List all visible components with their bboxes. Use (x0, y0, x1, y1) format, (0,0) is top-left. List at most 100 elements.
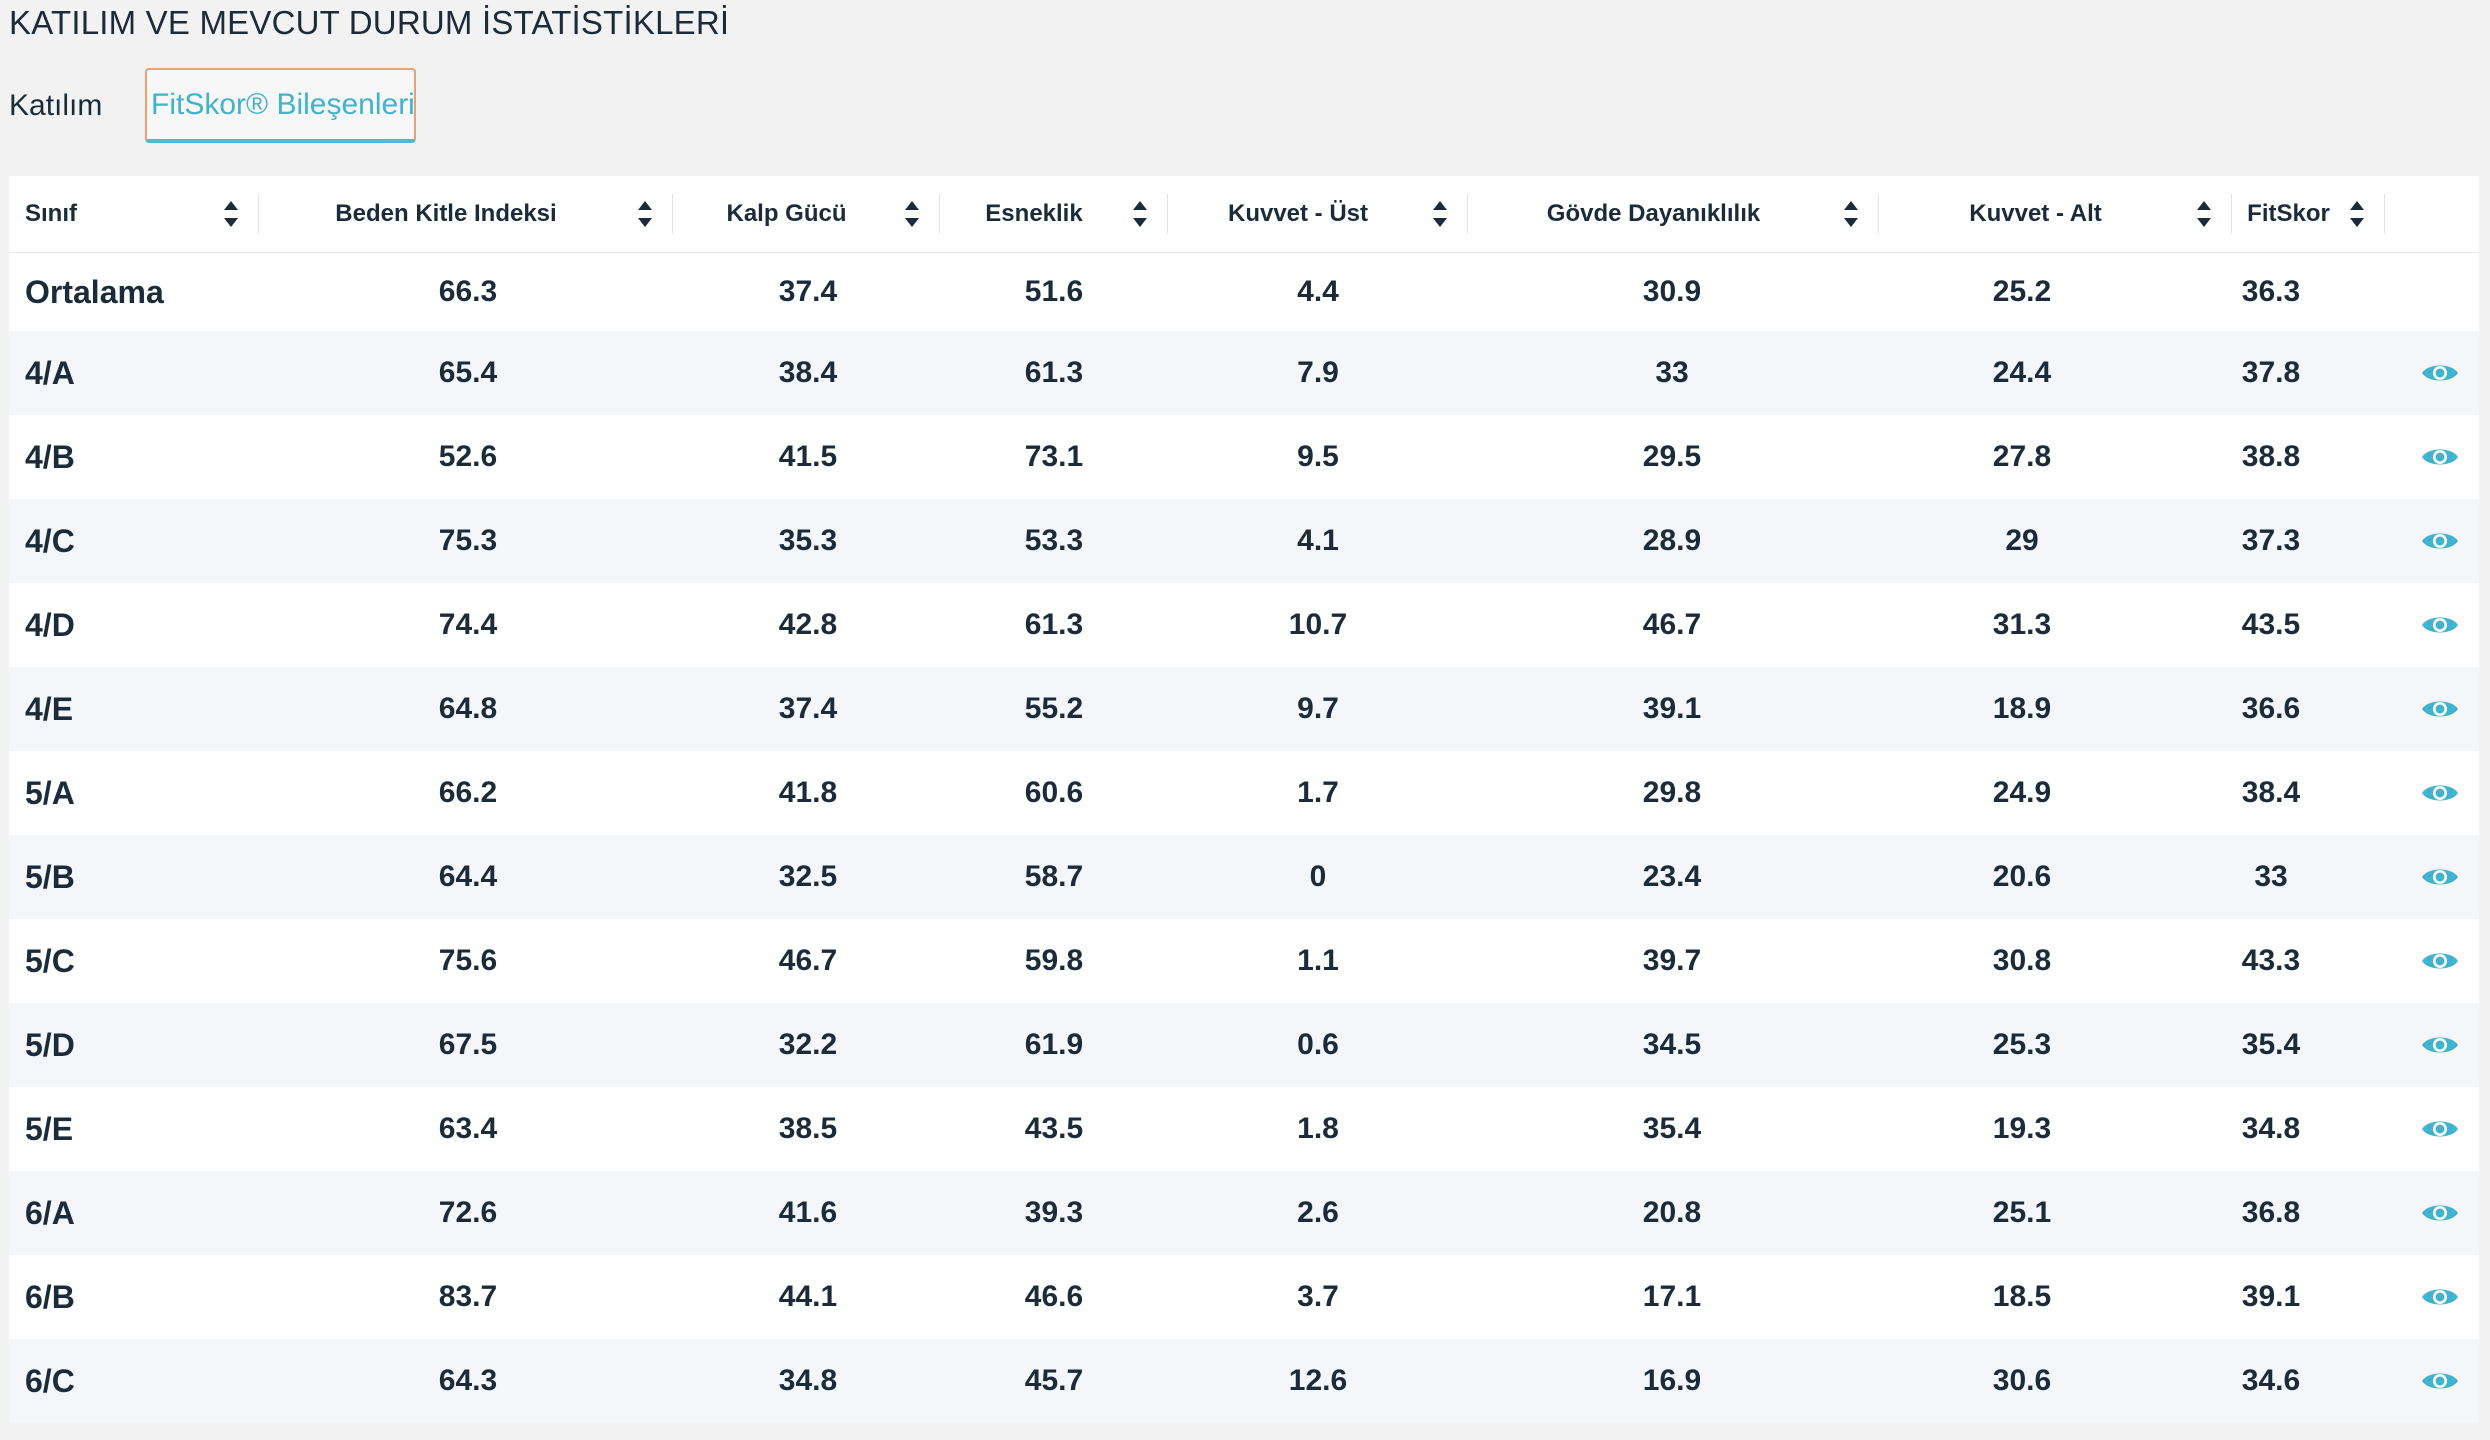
cell-bmi: 66.3 (438, 275, 498, 308)
cell-kalp-gucu: 37.4 (778, 692, 838, 725)
eye-icon (2422, 953, 2458, 969)
class-name-cell: 6/B (25, 1278, 75, 1315)
table-row: 5/E 63.4 38.5 43.5 1.8 35.4 19.3 34.8 (9, 1087, 2479, 1171)
column-header-esneklik[interactable]: Esneklik (940, 176, 1168, 252)
table-row: 6/C 64.3 34.8 45.7 12.6 16.9 30.6 34.6 (9, 1339, 2479, 1423)
cell-fitskor: 38.8 (2241, 440, 2301, 473)
class-name-cell: 4/E (25, 690, 74, 727)
sort-updown-icon[interactable] (2196, 198, 2212, 230)
cell-fitskor: 37.8 (2241, 356, 2301, 389)
column-header-sinif[interactable]: Sınıf (9, 176, 259, 252)
cell-esneklik: 39.3 (1024, 1196, 1084, 1229)
view-details-button[interactable] (2395, 331, 2485, 415)
cell-fitskor: 33 (2254, 860, 2288, 893)
cell-fitskor: 37.3 (2241, 524, 2301, 557)
view-details-button[interactable] (2395, 415, 2485, 499)
column-header-label: Beden Kitle Indeksi (335, 200, 557, 227)
view-details-button[interactable] (2395, 1171, 2485, 1255)
sort-updown-icon[interactable] (223, 198, 239, 230)
cell-kuvvet-alt: 20.6 (1992, 860, 2052, 893)
column-header-kalp-gucu[interactable]: Kalp Gücü (673, 176, 940, 252)
cell-bmi: 64.3 (438, 1364, 498, 1397)
cell-bmi: 74.4 (438, 608, 498, 641)
column-header-kuvvet-ust[interactable]: Kuvvet - Üst (1168, 176, 1468, 252)
cell-fitskor: 36.8 (2241, 1196, 2301, 1229)
view-details-button[interactable] (2395, 835, 2485, 919)
cell-esneklik: 53.3 (1024, 524, 1084, 557)
tab-katilim[interactable]: Katılım (9, 88, 103, 122)
eye-icon (2422, 533, 2458, 549)
cell-govde-dayaniklilik: 23.4 (1642, 860, 1702, 893)
cell-esneklik: 60.6 (1024, 776, 1084, 809)
cell-kuvvet-alt: 27.8 (1992, 440, 2052, 473)
cell-kalp-gucu: 42.8 (778, 608, 838, 641)
cell-kuvvet-alt: 18.9 (1992, 692, 2052, 725)
cell-kuvvet-ust: 4.4 (1297, 275, 1339, 308)
cell-bmi: 67.5 (438, 1028, 498, 1061)
cell-kuvvet-alt: 31.3 (1992, 608, 2052, 641)
view-details-button[interactable] (2395, 667, 2485, 751)
column-header-govde-dayaniklilik[interactable]: Gövde Dayanıklılık (1468, 176, 1879, 252)
cell-kalp-gucu: 38.4 (778, 356, 838, 389)
cell-kuvvet-ust: 7.9 (1297, 356, 1339, 389)
sort-updown-icon[interactable] (1132, 198, 1148, 230)
column-header-label: Gövde Dayanıklılık (1546, 200, 1761, 227)
eye-icon (2422, 1205, 2458, 1221)
cell-kalp-gucu: 41.8 (778, 776, 838, 809)
class-name-cell: 5/D (25, 1026, 75, 1063)
view-details-button[interactable] (2395, 499, 2485, 583)
cell-esneklik: 46.6 (1024, 1280, 1084, 1313)
cell-kuvvet-ust: 1.1 (1297, 944, 1339, 977)
cell-govde-dayaniklilik: 28.9 (1642, 524, 1702, 557)
cell-kuvvet-ust: 0.6 (1297, 1028, 1339, 1061)
sort-updown-icon[interactable] (637, 198, 653, 230)
cell-kuvvet-ust: 1.7 (1297, 776, 1339, 809)
table-row: 4/E 64.8 37.4 55.2 9.7 39.1 18.9 36.6 (9, 667, 2479, 751)
column-header-label: Kalp Gücü (726, 200, 847, 227)
cell-govde-dayaniklilik: 39.7 (1642, 944, 1702, 977)
view-details-button[interactable] (2395, 1003, 2485, 1087)
cell-esneklik: 45.7 (1024, 1364, 1084, 1397)
sort-updown-icon[interactable] (1843, 198, 1859, 230)
cell-govde-dayaniklilik: 17.1 (1642, 1280, 1702, 1313)
view-details-button[interactable] (2395, 751, 2485, 835)
view-details-button[interactable] (2395, 1339, 2485, 1423)
cell-bmi: 72.6 (438, 1196, 498, 1229)
tab-fitskor-components[interactable]: FitSkor® Bileşenleri (145, 68, 416, 143)
cell-kuvvet-alt: 29 (2005, 524, 2039, 557)
table-row: 5/B 64.4 32.5 58.7 0 23.4 20.6 33 (9, 835, 2479, 919)
class-name-cell: 5/E (25, 1110, 74, 1147)
class-name-cell: 4/B (25, 438, 75, 475)
eye-icon (2422, 449, 2458, 465)
table-row: 4/A 65.4 38.4 61.3 7.9 33 24.4 37.8 (9, 331, 2479, 415)
table-row: 4/D 74.4 42.8 61.3 10.7 46.7 31.3 43.5 (9, 583, 2479, 667)
column-header-kuvvet-alt[interactable]: Kuvvet - Alt (1879, 176, 2232, 252)
cell-esneklik: 73.1 (1024, 440, 1084, 473)
average-label: Ortalama (25, 273, 164, 310)
view-details-button[interactable] (2395, 919, 2485, 1003)
cell-esneklik: 61.9 (1024, 1028, 1084, 1061)
sort-updown-icon[interactable] (2349, 198, 2365, 230)
cell-esneklik: 51.6 (1024, 275, 1084, 308)
sort-updown-icon[interactable] (1432, 198, 1448, 230)
cell-kalp-gucu: 32.2 (778, 1028, 838, 1061)
table-row: 6/A 72.6 41.6 39.3 2.6 20.8 25.1 36.8 (9, 1171, 2479, 1255)
view-details-button[interactable] (2395, 1255, 2485, 1339)
cell-fitskor: 35.4 (2241, 1028, 2301, 1061)
cell-govde-dayaniklilik: 39.1 (1642, 692, 1702, 725)
sort-updown-icon[interactable] (904, 198, 920, 230)
cell-govde-dayaniklilik: 20.8 (1642, 1196, 1702, 1229)
view-details-button[interactable] (2395, 1087, 2485, 1171)
cell-kuvvet-ust: 0 (1309, 860, 1327, 893)
cell-kuvvet-alt: 30.6 (1992, 1364, 2052, 1397)
cell-govde-dayaniklilik: 33 (1655, 356, 1689, 389)
cell-kuvvet-ust: 3.7 (1297, 1280, 1339, 1313)
cell-govde-dayaniklilik: 29.5 (1642, 440, 1702, 473)
column-header-bmi[interactable]: Beden Kitle Indeksi (259, 176, 673, 252)
cell-govde-dayaniklilik: 35.4 (1642, 1112, 1702, 1145)
table-row: 4/B 52.6 41.5 73.1 9.5 29.5 27.8 38.8 (9, 415, 2479, 499)
eye-icon (2422, 785, 2458, 801)
view-details-button[interactable] (2395, 583, 2485, 667)
column-header-fitskor[interactable]: FitSkor (2232, 176, 2385, 252)
cell-fitskor: 43.5 (2241, 608, 2301, 641)
